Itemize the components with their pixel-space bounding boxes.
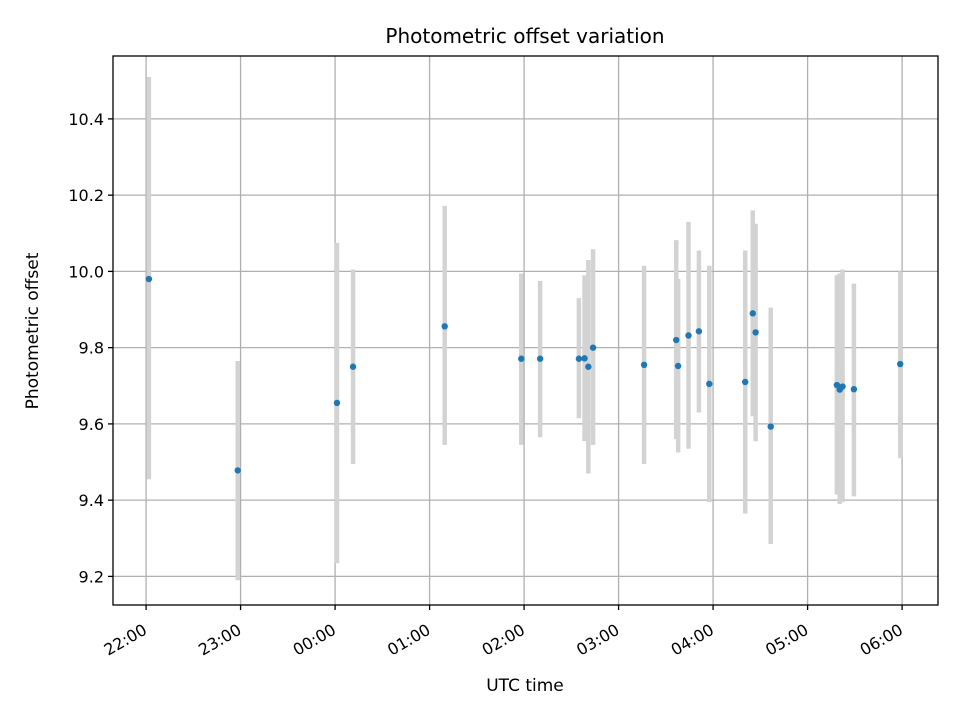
y-tick-label: 10.4 bbox=[68, 110, 104, 129]
data-point bbox=[575, 355, 583, 362]
y-tick-label: 10.0 bbox=[68, 262, 104, 281]
y-tick-label: 9.2 bbox=[79, 567, 104, 586]
data-point bbox=[749, 310, 756, 317]
data-point bbox=[234, 467, 241, 474]
data-point bbox=[333, 399, 341, 407]
x-tick-label: 00:00 bbox=[290, 620, 339, 660]
x-tick-label: 22:00 bbox=[101, 620, 150, 660]
y-axis-ticks: 9.2 9.4 9.6 9.8 10.0 10.2 10.4 bbox=[68, 110, 113, 586]
y-tick-label: 9.4 bbox=[79, 491, 104, 510]
data-point bbox=[706, 380, 713, 388]
chart-title: Photometric offset variation bbox=[385, 24, 664, 48]
data-point bbox=[833, 381, 841, 389]
x-axis-ticks: 22:00 23:00 00:00 01:00 02:00 03:00 04:00 05:00… bbox=[101, 605, 906, 660]
data-point bbox=[581, 355, 588, 362]
data-point bbox=[695, 328, 703, 335]
y-axis-label: Photometric offset bbox=[23, 252, 43, 409]
data-point bbox=[673, 336, 680, 344]
x-tick-label: 23:00 bbox=[195, 620, 244, 660]
x-tick-label: 02:00 bbox=[479, 620, 528, 660]
x-tick-label: 04:00 bbox=[668, 620, 717, 660]
data-point bbox=[441, 323, 448, 330]
x-axis-label: UTC time bbox=[486, 676, 564, 696]
data-point bbox=[349, 363, 357, 370]
x-tick-label: 05:00 bbox=[762, 620, 811, 660]
data-point bbox=[752, 329, 759, 336]
data-points bbox=[145, 275, 904, 474]
data-point bbox=[585, 363, 592, 370]
data-point bbox=[674, 362, 682, 370]
data-point bbox=[536, 355, 544, 362]
plot-frame bbox=[112, 55, 939, 606]
x-tick-label: 06:00 bbox=[857, 620, 906, 660]
x-tick-label: 01:00 bbox=[384, 620, 433, 660]
data-point bbox=[839, 383, 846, 390]
data-point bbox=[685, 332, 692, 339]
x-tick-label: 03:00 bbox=[573, 620, 622, 660]
data-point bbox=[742, 378, 749, 386]
data-point bbox=[518, 355, 525, 362]
y-tick-label: 9.8 bbox=[79, 339, 104, 358]
y-tick-label: 10.2 bbox=[68, 186, 104, 205]
data-point bbox=[640, 361, 648, 369]
y-tick-label: 9.6 bbox=[79, 415, 104, 434]
data-point bbox=[767, 423, 774, 430]
data-point bbox=[850, 386, 858, 393]
data-point bbox=[145, 275, 153, 283]
data-point bbox=[589, 344, 597, 351]
data-point bbox=[896, 360, 904, 368]
grid bbox=[113, 56, 938, 605]
